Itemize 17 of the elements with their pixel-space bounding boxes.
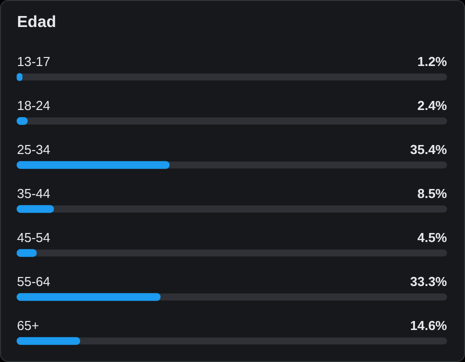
data-label: 1.2% <box>417 54 448 69</box>
data-label: 33.3% <box>410 274 448 289</box>
y-tick-label: 35-44 <box>17 186 50 201</box>
data-label: 4.5% <box>417 230 448 245</box>
data-label: 8.5% <box>417 186 448 201</box>
chart-title: Edad <box>17 14 56 32</box>
y-tick-label: 18-24 <box>17 98 50 113</box>
y-tick-label: 45-54 <box>17 230 50 245</box>
y-tick-label: 13-17 <box>17 54 50 69</box>
data-label: 14.6% <box>410 318 448 333</box>
data-label: 2.4% <box>417 98 448 113</box>
bar <box>16 205 54 213</box>
data-label: 35.4% <box>410 142 448 157</box>
y-tick-label: 55-64 <box>17 274 50 289</box>
y-tick-label: 25-34 <box>17 142 50 157</box>
bar <box>16 337 80 345</box>
y-tick-label: 65+ <box>17 318 40 333</box>
